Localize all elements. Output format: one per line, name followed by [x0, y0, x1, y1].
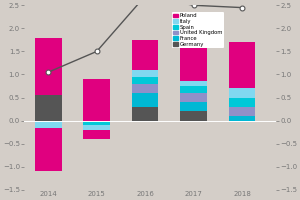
Bar: [180, 81, 207, 86]
Bar: [180, 86, 207, 93]
Bar: [35, 128, 62, 171]
Bar: [132, 107, 158, 121]
Bar: [180, 102, 207, 111]
Bar: [180, 93, 207, 102]
Bar: [229, 107, 255, 116]
Bar: [132, 84, 158, 93]
Bar: [229, 88, 255, 98]
Legend: Poland, Italy, Spain, United Kingdom, France, Germany: Poland, Italy, Spain, United Kingdom, Fr…: [172, 12, 224, 48]
Bar: [229, 42, 255, 88]
Bar: [35, 121, 62, 128]
Bar: [132, 93, 158, 107]
Bar: [180, 31, 207, 81]
Bar: [83, 79, 110, 121]
Bar: [83, 130, 110, 139]
Bar: [229, 98, 255, 107]
Bar: [132, 40, 158, 70]
Bar: [83, 121, 110, 125]
Bar: [83, 125, 110, 130]
Bar: [35, 38, 62, 95]
Bar: [132, 77, 158, 84]
Bar: [35, 95, 62, 121]
Bar: [132, 70, 158, 77]
Bar: [229, 116, 255, 121]
Bar: [180, 111, 207, 121]
